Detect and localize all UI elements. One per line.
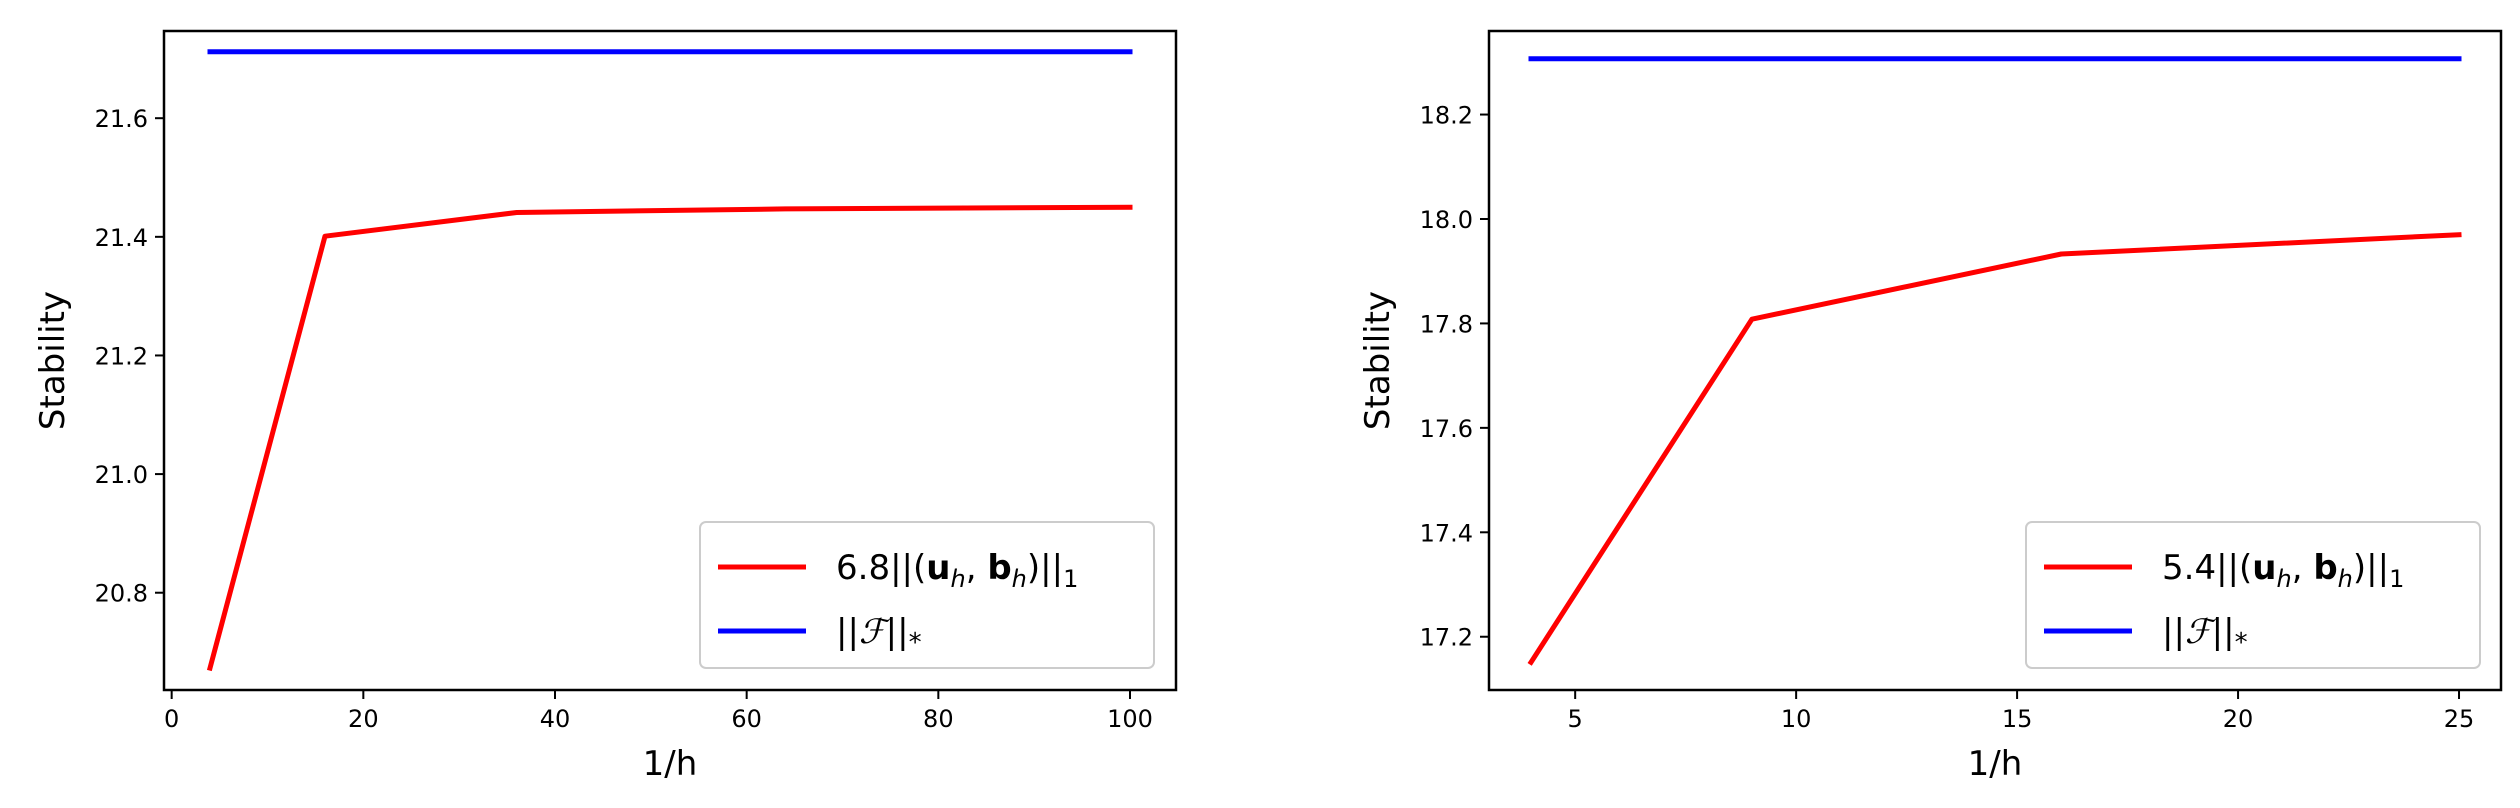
y-tick-label: 18.2 — [1420, 102, 1473, 130]
chart-panel-1: 0 20 40 60 80 100 20.8 21.0 21.2 21.4 21.6 1/h Stabi… — [33, 29, 1178, 784]
y-tick-label: 18.0 — [1420, 206, 1473, 234]
x-tick-label: 25 — [2444, 705, 2475, 733]
x-tick-label: 0 — [164, 705, 179, 733]
plot-frame — [162, 29, 1178, 692]
plot-frame — [1487, 29, 2503, 692]
y-tick-label: 17.4 — [1420, 519, 1473, 547]
y-tick-label: 17.6 — [1420, 415, 1473, 443]
x-tick-label: 10 — [1781, 705, 1812, 733]
y-tick-label: 21.4 — [95, 224, 148, 252]
x-tick-label: 15 — [2002, 705, 2033, 733]
y-tick-label: 21.0 — [95, 461, 148, 489]
x-tick-label: 20 — [348, 705, 379, 733]
x-tick-label: 20 — [2223, 705, 2254, 733]
series-line-red — [1527, 232, 2462, 666]
legend-box — [699, 521, 1155, 669]
legend-box — [2025, 521, 2481, 669]
legend-entry-label: 6.8||(uh, bh)||1 — [836, 548, 1078, 593]
legend-entry-label: ||ℱ||* — [836, 612, 922, 658]
x-tick-label: 40 — [540, 705, 571, 733]
y-axis-label: Stability — [1358, 291, 1398, 430]
y-tick-label: 20.8 — [95, 580, 148, 608]
x-axis-label: 1/h — [1968, 744, 2023, 784]
legend: 6.8||(uh, bh)||1 ||ℱ||* — [699, 521, 1155, 669]
y-tick-label: 21.2 — [95, 342, 148, 370]
x-tick-label: 100 — [1107, 705, 1153, 733]
x-tick-label: 60 — [731, 705, 762, 733]
legend: 5.4||(uh, bh)||1 ||ℱ||* — [2025, 521, 2481, 669]
y-tick-label: 17.8 — [1420, 310, 1473, 338]
x-tick-label: 5 — [1568, 705, 1583, 733]
x-tick-label: 80 — [923, 705, 954, 733]
y-tick-label: 21.6 — [95, 105, 148, 133]
y-axis-label: Stability — [33, 291, 73, 430]
legend-entry-label: 5.4||(uh, bh)||1 — [2162, 548, 2404, 593]
y-tick-label: 17.2 — [1420, 624, 1473, 652]
x-axis-label: 1/h — [643, 744, 698, 784]
chart-panel-2: 5 10 15 20 25 17.2 17.4 17.6 17.8 18.0 18.2 1/h Stab… — [1358, 29, 2503, 784]
legend-entry-label: ||ℱ||* — [2162, 612, 2248, 658]
series-line-red — [206, 204, 1133, 672]
